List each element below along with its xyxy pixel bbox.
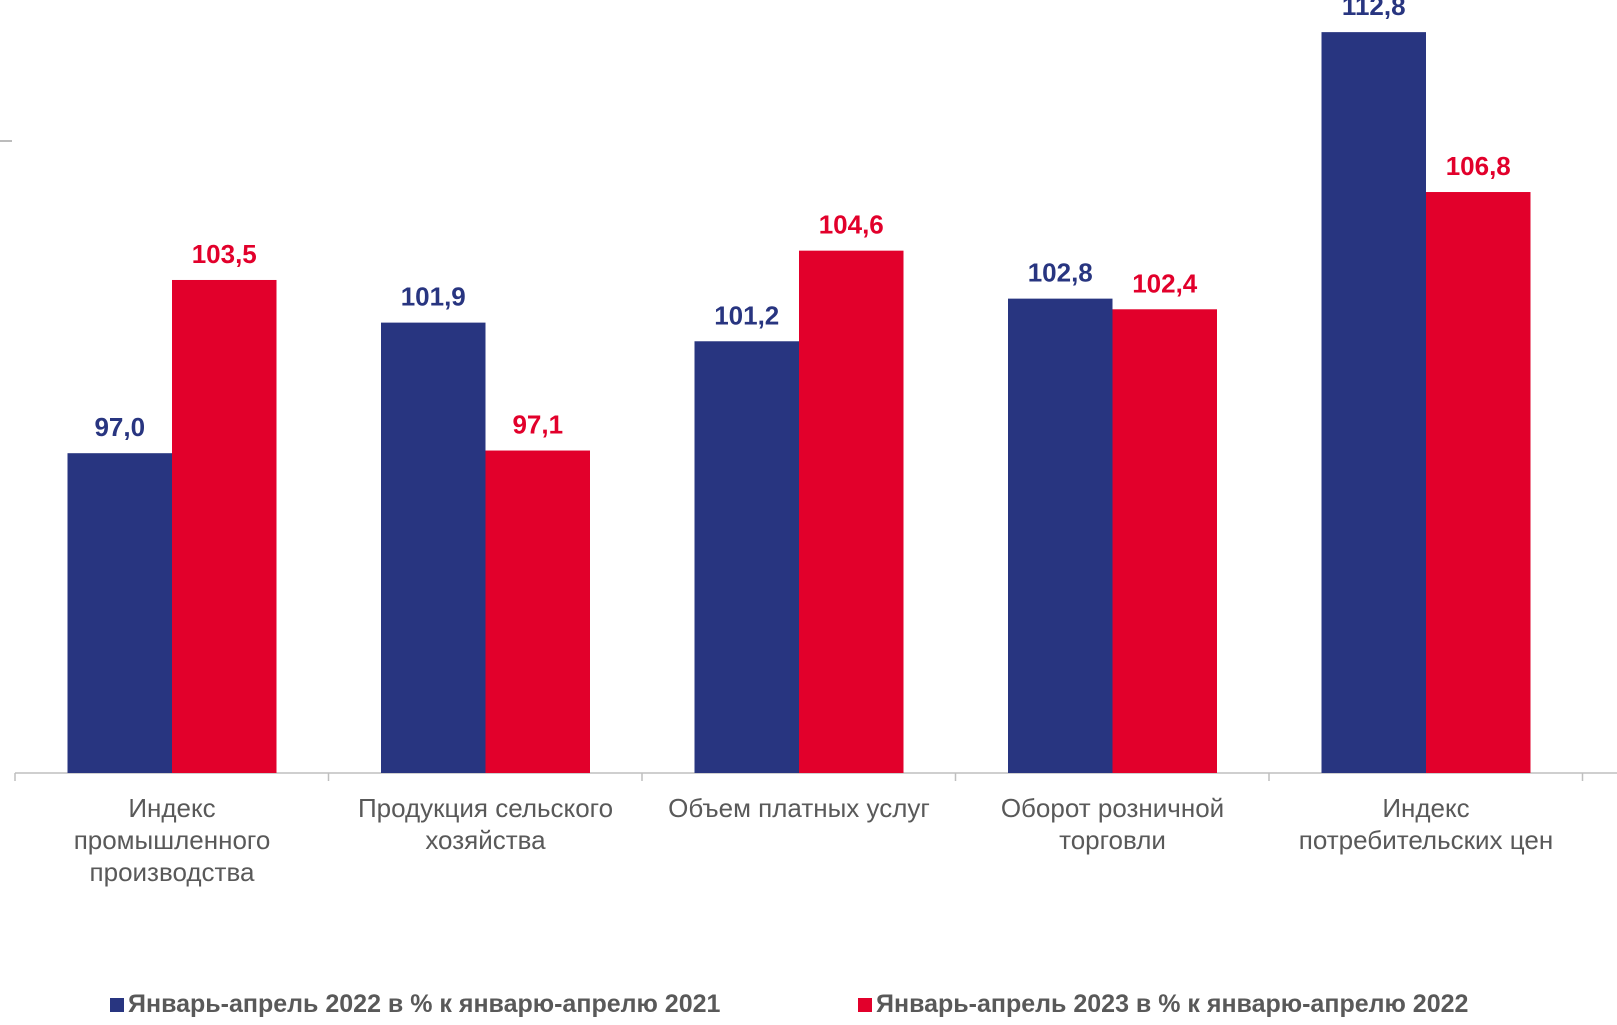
legend: Январь-апрель 2022 в % к январю-апрелю 2… bbox=[0, 990, 1617, 1020]
data-label-series-2: 97,1 bbox=[512, 410, 563, 440]
x-tick-label: Индекс bbox=[1382, 793, 1469, 823]
data-label-series-1: 112,8 bbox=[1342, 0, 1406, 21]
x-tick-label: торговли bbox=[1059, 825, 1166, 855]
bar-series-2 bbox=[1426, 192, 1531, 773]
legend-item-series-2: Январь-апрель 2023 в % к январю-апрелю 2… bbox=[858, 990, 1468, 1019]
data-label-series-2: 104,6 bbox=[819, 210, 884, 240]
x-tick-label: Продукция сельского bbox=[358, 793, 613, 823]
data-label-series-1: 97,0 bbox=[94, 412, 145, 442]
x-tick-label: Объем платных услуг bbox=[668, 793, 930, 823]
bar-series-1 bbox=[1321, 32, 1426, 773]
bar-series-2 bbox=[799, 250, 904, 773]
legend-swatch-series-1 bbox=[110, 997, 124, 1012]
x-tick-label: Индекс bbox=[128, 793, 215, 823]
legend-label-series-1: Январь-апрель 2022 в % к январю-апрелю 2… bbox=[128, 990, 721, 1018]
legend-label-series-2: Январь-апрель 2023 в % к январю-апрелю 2… bbox=[876, 990, 1469, 1018]
legend-swatch-series-2 bbox=[858, 997, 872, 1012]
bar-series-2 bbox=[172, 279, 277, 773]
bar-series-1 bbox=[694, 341, 799, 773]
x-tick-label: производства bbox=[90, 857, 255, 887]
bar-series-2 bbox=[1112, 309, 1217, 773]
data-label-series-2: 102,4 bbox=[1132, 268, 1198, 298]
x-tick-label: хозяйства bbox=[425, 825, 546, 855]
data-label-series-2: 106,8 bbox=[1446, 151, 1511, 181]
legend-item-series-1: Январь-апрель 2022 в % к январю-апрелю 2… bbox=[110, 990, 720, 1019]
data-label-series-1: 101,9 bbox=[401, 282, 466, 312]
bar-series-2 bbox=[485, 450, 590, 773]
data-label-series-1: 102,8 bbox=[1028, 258, 1093, 288]
x-tick-label: промышленного bbox=[74, 825, 271, 855]
bar-series-1 bbox=[381, 322, 486, 773]
data-label-series-1: 101,2 bbox=[714, 300, 779, 330]
x-tick-label: потребительских цен bbox=[1299, 825, 1553, 855]
x-tick-label: Оборот розничной bbox=[1001, 793, 1224, 823]
bar-series-1 bbox=[67, 453, 172, 773]
bar-series-1 bbox=[1008, 298, 1113, 773]
data-label-series-2: 103,5 bbox=[192, 239, 257, 269]
